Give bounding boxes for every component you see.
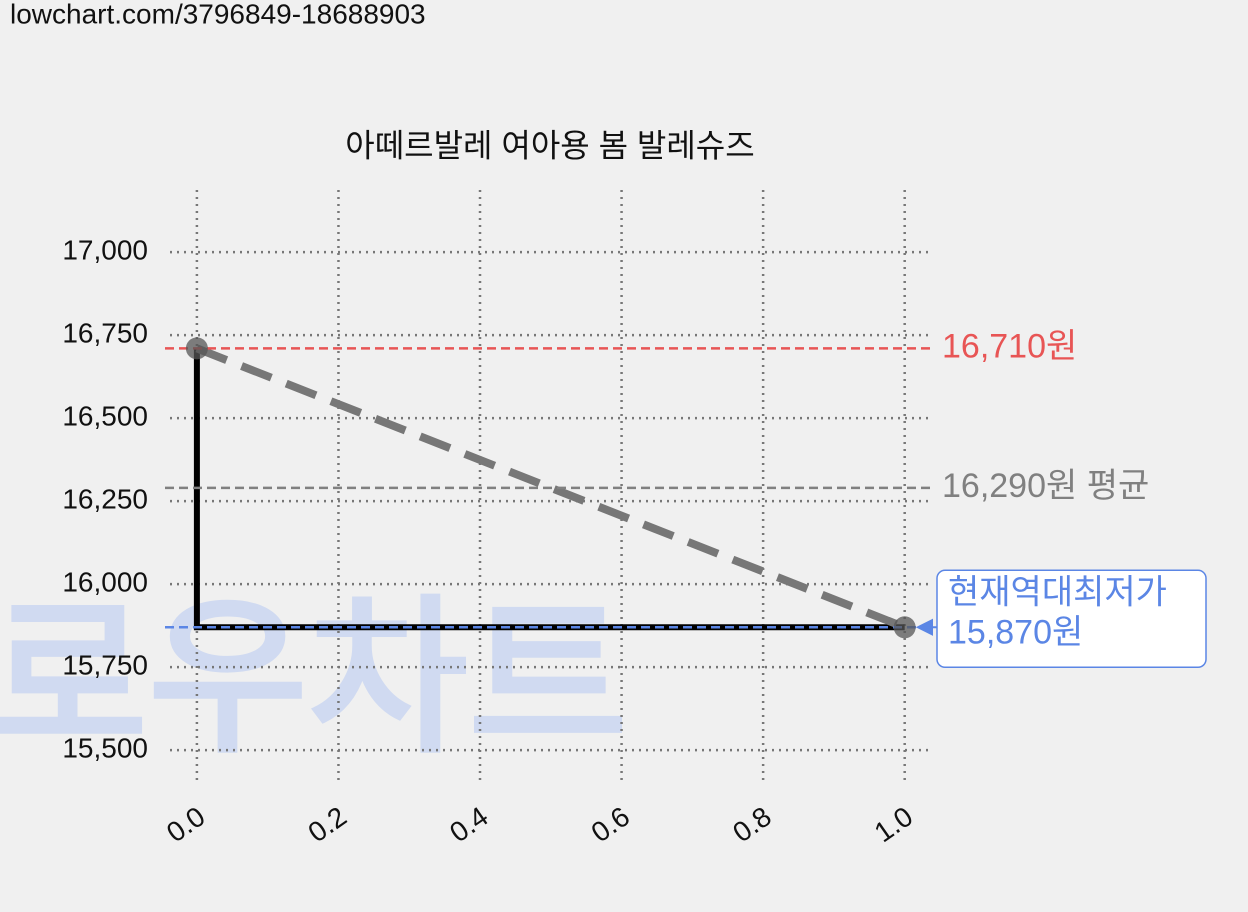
y-tick-label: 16,750 (62, 317, 148, 348)
annotation-arrow (915, 618, 937, 636)
dashed-line (195, 344, 907, 632)
y-tick-label: 16,250 (62, 484, 148, 515)
y-tick-label: 16,000 (62, 567, 148, 598)
marker (185, 337, 208, 360)
y-tick-label: 15,750 (62, 650, 148, 681)
watermark: 로우차트 (0, 584, 628, 774)
y-tick-label: 17,000 (62, 234, 148, 265)
y-tick-label: 16,500 (62, 400, 148, 431)
reference-label: 16,710원 (942, 327, 1077, 365)
annotation-text: 15,870원 (948, 613, 1083, 651)
marker (893, 616, 916, 639)
annotation-text: 현재역대최저가 (948, 573, 1167, 611)
url: lowchart.com/3796849-18688903 (10, 0, 426, 29)
annotation-box (936, 569, 1207, 669)
y-tick-label: 15,500 (62, 733, 148, 764)
chart-title: 아떼르발레 여아용 봄 발레슈즈 (345, 127, 754, 163)
reference-label: 16,290원 평균 (942, 467, 1149, 505)
